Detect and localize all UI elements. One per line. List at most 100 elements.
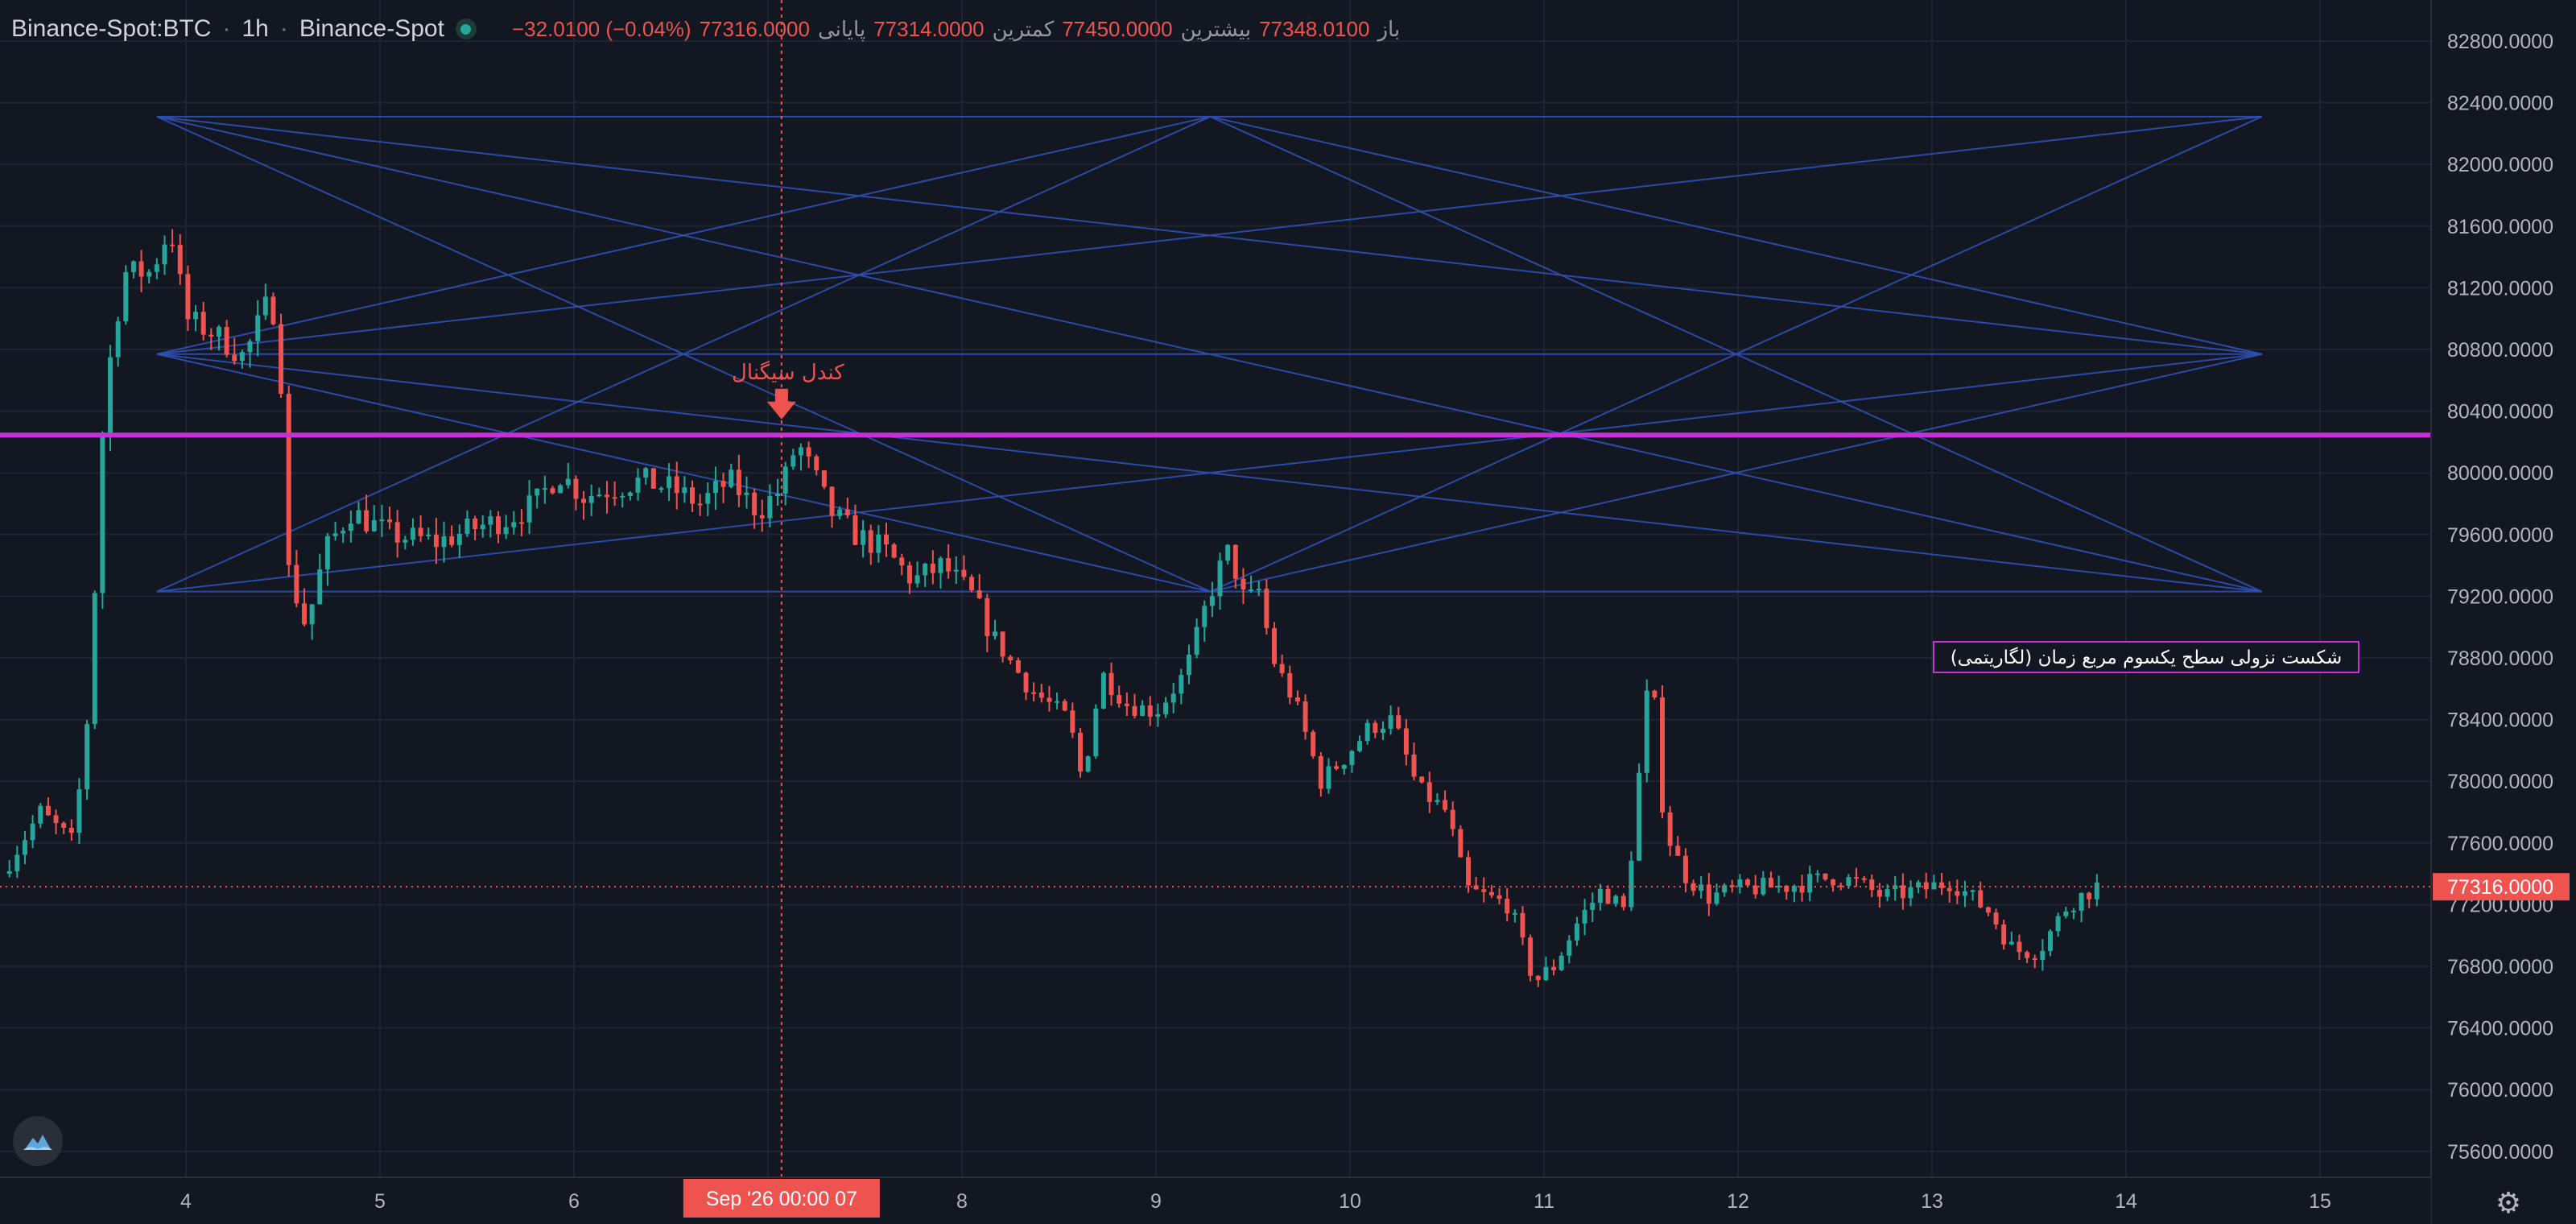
candle-body (2008, 941, 2014, 945)
candle-body (130, 261, 136, 272)
candle-body (1768, 878, 1773, 888)
candle-body (620, 495, 625, 498)
candle-body (1706, 884, 1711, 904)
header-separator: · (279, 15, 288, 42)
candle-body (324, 536, 330, 570)
candle-body (627, 492, 633, 496)
candle-body (1854, 877, 1859, 879)
candle-body (1015, 660, 1021, 673)
candle-body (1411, 754, 1417, 777)
candle-body (1272, 628, 1277, 664)
low-value: 77314.0000 (873, 16, 985, 41)
candle-body (387, 519, 393, 523)
candle-body (1893, 885, 1898, 890)
candle-body (418, 527, 423, 536)
candle-body (1613, 895, 1619, 904)
candle-body (162, 244, 167, 265)
candle-body (588, 495, 594, 503)
fan-line[interactable] (156, 115, 1211, 355)
price-axis-bg[interactable] (2431, 0, 2576, 1224)
candle-body (604, 494, 609, 498)
candle-body (1551, 966, 1557, 970)
candle-body (1443, 800, 1448, 810)
y-tick-label: 82000.0000 (2447, 154, 2553, 176)
note-box[interactable] (1933, 641, 2359, 673)
candle-body (1597, 888, 1603, 904)
candle-body (1117, 695, 1122, 704)
close-label: پایانی (817, 16, 866, 41)
candle-body (612, 497, 617, 499)
candle-body (1690, 883, 1696, 891)
candle-body (736, 469, 741, 495)
candle-body (2079, 892, 2084, 911)
candle-body (1194, 626, 1199, 655)
y-tick-label: 81200.0000 (2447, 277, 2553, 300)
candle-body (449, 536, 455, 545)
y-tick-label: 82400.0000 (2447, 93, 2553, 115)
fan-line[interactable] (1210, 115, 2263, 593)
candles (6, 229, 2099, 987)
overlays[interactable]: کندل سیگنال شکست نزولی سطح یکسوم مربع زما… (0, 0, 2431, 1177)
signal-label[interactable]: کندل سیگنال (732, 360, 844, 385)
candle-body (1567, 940, 1572, 956)
candle-body (1256, 589, 1261, 591)
candle-body (2001, 924, 2007, 945)
grid (0, 0, 2431, 1177)
fan-line[interactable] (1210, 115, 2262, 355)
fan-line[interactable] (156, 115, 1211, 593)
candle-body (1776, 886, 1781, 888)
high-label: بیشترین (1180, 16, 1252, 41)
x-tick-label: 11 (1534, 1190, 1554, 1213)
time-axis-bg[interactable] (0, 1177, 2431, 1224)
fan-line[interactable] (156, 115, 2262, 355)
candle-body (488, 516, 493, 525)
candle-body (667, 476, 672, 489)
candle-body (1496, 895, 1502, 899)
candle-body (542, 488, 547, 490)
fan-lines[interactable] (156, 115, 2263, 593)
fan-line[interactable] (156, 353, 1211, 593)
candle-body (1791, 886, 1797, 892)
candle-body (1031, 692, 1037, 694)
candle-body (844, 509, 850, 515)
candle-body (115, 321, 121, 358)
tradingview-cloud-icon[interactable] (13, 1116, 63, 1166)
y-tick-label: 78800.0000 (2447, 647, 2553, 670)
candle-body (1916, 882, 1922, 887)
candle-body (1908, 887, 1913, 899)
candle-body (279, 324, 284, 395)
candle-body (1714, 892, 1719, 904)
candle-body (410, 527, 415, 540)
x-tick-label: 13 (1921, 1190, 1943, 1213)
candle-body (45, 805, 51, 816)
crosshair-date-badge (683, 1179, 880, 1218)
gear-icon[interactable]: ⚙ (2495, 1186, 2522, 1219)
candle-body (247, 341, 253, 353)
candle-body (1466, 857, 1471, 886)
fan-line[interactable] (1210, 353, 2262, 593)
symbol-name[interactable]: Binance-Spot:BTC (11, 15, 212, 42)
candle-body (1388, 715, 1393, 729)
candle-body (946, 558, 952, 572)
candle-body (394, 522, 400, 543)
candle-body (154, 264, 159, 272)
candle-body (1403, 728, 1409, 755)
candle-body (286, 394, 291, 565)
candle-body (317, 569, 323, 605)
candle-body (1155, 713, 1161, 717)
fan-line[interactable] (156, 353, 2262, 593)
candle-body (791, 455, 796, 467)
x-tick-label: 4 (180, 1190, 192, 1213)
candle-body (1660, 697, 1665, 813)
interval-label[interactable]: 1h (242, 15, 269, 42)
status-dot-icon (455, 19, 477, 39)
symbol-header: Binance-Spot:BTC · 1h · Binance-Spot باز… (11, 11, 1400, 47)
candle-body (1179, 675, 1184, 694)
candle-body (1838, 885, 1843, 887)
candle-body (2094, 882, 2099, 899)
candle-body (1752, 885, 1758, 895)
x-tick-label: 9 (1150, 1190, 1162, 1213)
candle-body (1799, 886, 1805, 893)
